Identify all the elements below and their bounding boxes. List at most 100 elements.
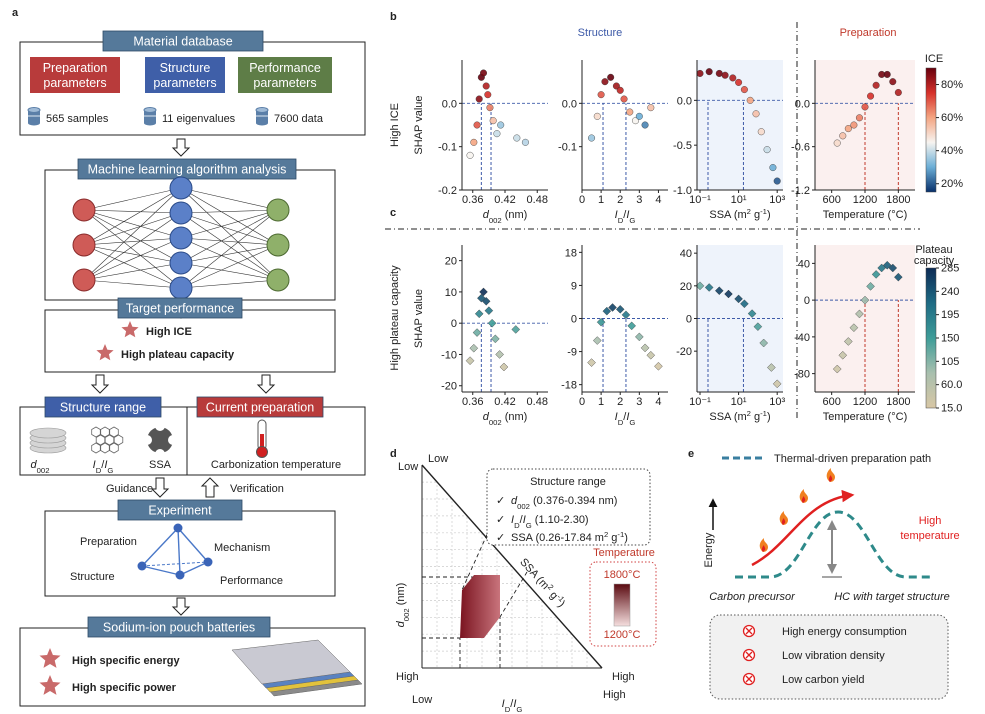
issue-text: Low vibration density (782, 650, 885, 662)
point (470, 138, 478, 146)
db-icon (143, 107, 157, 113)
y-tick-label: -9 (567, 347, 577, 359)
point (489, 117, 497, 125)
text-part: 2 (604, 530, 608, 539)
axis-end-label: Low (412, 694, 432, 706)
point (593, 112, 601, 120)
point (499, 362, 509, 372)
y-tick-label: 40 (798, 258, 810, 270)
nn-node (169, 201, 193, 225)
text-part: G (629, 216, 635, 225)
point (602, 306, 612, 316)
hex-icon (91, 442, 101, 454)
y-tick-label: 0.0 (442, 98, 457, 110)
point (861, 103, 869, 111)
text-part: D (618, 418, 624, 427)
text-part: (nm) (502, 411, 528, 423)
db-icon (256, 120, 268, 126)
param-box (238, 57, 332, 93)
point (647, 104, 655, 112)
guidance-text: Guidance (106, 483, 153, 495)
point (521, 138, 529, 146)
x-tick-label: 0.36 (462, 396, 483, 408)
tetra-edge (141, 527, 179, 567)
point (839, 132, 847, 140)
text-part: / (510, 698, 514, 710)
ssa-icon (147, 427, 173, 453)
x-tick-label: 600 (822, 194, 840, 206)
ssa-icon (168, 435, 178, 445)
axis-end-label: High (612, 671, 635, 683)
header-box (87, 616, 271, 638)
x-tick-label: 10⁻¹ (689, 396, 711, 408)
text-part: ) (767, 209, 771, 221)
nn-edge (83, 187, 182, 211)
point (616, 86, 624, 94)
y-tick-label: 0 (686, 314, 692, 326)
temperature-low: 1200°C (604, 629, 641, 641)
row-title: High ICE (389, 103, 401, 147)
state-label: Carbon precursor (709, 591, 796, 603)
vertex-text: Performance (220, 575, 283, 587)
point (487, 318, 497, 328)
text-part: G (516, 705, 522, 714)
point (849, 323, 859, 332)
text-part: SSA (m (517, 556, 551, 592)
point (497, 121, 505, 129)
x-tick-label: 0 (579, 396, 585, 408)
point (491, 334, 500, 344)
y-tick-label: -0.6 (791, 142, 810, 154)
text-part: d (395, 620, 407, 627)
header-text: Experiment (148, 504, 212, 518)
nn-edge (180, 209, 279, 214)
point (511, 325, 521, 334)
param-text: Structure (160, 61, 211, 75)
flow-arrow (200, 477, 220, 498)
y-axis-label: Energy (703, 532, 715, 567)
point (588, 134, 596, 142)
y-tick-label: 0.0 (795, 98, 810, 110)
point (620, 95, 628, 103)
nn-node (72, 268, 96, 292)
panel-label: e (688, 448, 694, 460)
text-part: D (96, 466, 102, 475)
text-part: d (483, 411, 490, 423)
text-part: -1 (555, 592, 566, 603)
point (757, 128, 765, 136)
text-part: / (623, 209, 627, 221)
point (866, 282, 875, 291)
point (646, 350, 656, 360)
nn-edge (180, 209, 279, 264)
point (724, 289, 733, 299)
param-box (145, 57, 225, 93)
x-tick-label: 1800 (886, 194, 910, 206)
text-part: -1 (760, 207, 767, 216)
point (721, 71, 729, 79)
column-title: Structure (578, 27, 623, 39)
nn-edge (83, 237, 182, 281)
point (772, 379, 782, 389)
x-axis-label: ID/IG (615, 411, 636, 427)
param-text: parameters (153, 76, 216, 90)
db-icon (144, 120, 156, 126)
param-text: parameters (253, 76, 316, 90)
header-text: Target performance (126, 302, 234, 316)
text-part: g (751, 411, 760, 423)
legend-text: Thermal-driven preparation path (774, 453, 931, 465)
ssa-icon (142, 435, 152, 445)
point (475, 95, 483, 103)
vertex-text: Structure (70, 571, 115, 583)
point (855, 114, 863, 122)
axis-end-label: Low (428, 453, 448, 465)
point (481, 297, 491, 306)
nn-node (72, 233, 96, 257)
header-text: Current preparation (206, 401, 314, 415)
preparation-item: Carbonization temperature (211, 459, 341, 471)
header-text: Material database (133, 35, 232, 49)
text-part: SSA (149, 459, 172, 471)
text-part: 2 (747, 409, 751, 418)
star-icon (39, 648, 61, 668)
flame-icon (759, 538, 768, 552)
colorbar-tick-label: 150 (941, 333, 959, 345)
point (850, 121, 858, 129)
